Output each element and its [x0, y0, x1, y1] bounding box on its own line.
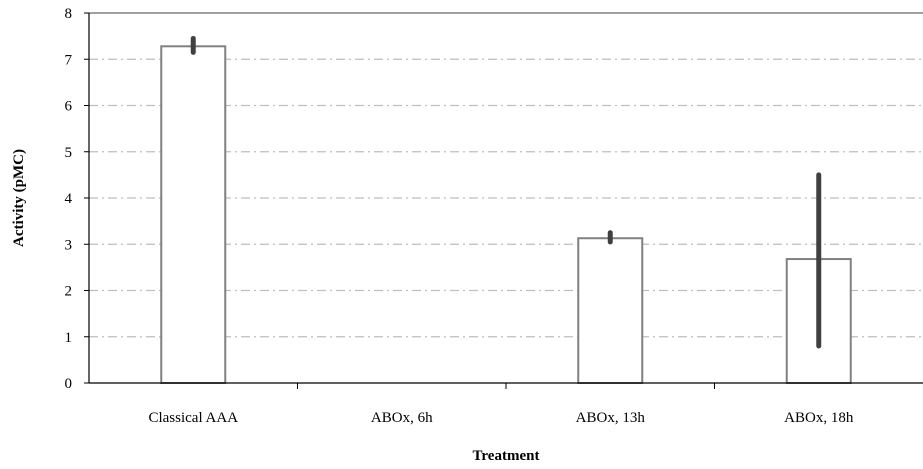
tick-labels: 0 1 2 3 4 5 6 7 8 Classical AAA ABOx, 6h ABOx, 13h A… [65, 6, 854, 426]
bars [160, 45, 852, 385]
x-tick-label-1: ABOx, 6h [371, 410, 433, 426]
y-tick-label-1: 1 [65, 330, 73, 346]
y-tick-label-5: 5 [65, 145, 73, 161]
y-tick-label-6: 6 [65, 99, 73, 115]
x-tick-label-2: ABOx, 13h [576, 410, 646, 426]
x-axis-title: Treatment [473, 448, 540, 464]
y-tick-label-7: 7 [65, 52, 73, 68]
y-axis-title: Activity (pMC) [11, 149, 27, 247]
axes [84, 12, 923, 389]
x-tick-label-3: ABOx, 18h [784, 410, 854, 426]
y-tick-label-3: 3 [65, 237, 73, 253]
y-tick-label-8: 8 [65, 6, 73, 22]
error-bars [190, 35, 822, 349]
bar-0 [160, 45, 227, 385]
bar-2 [577, 237, 644, 384]
y-tick-label-4: 4 [65, 191, 73, 207]
y-tick-label-0: 0 [65, 376, 73, 392]
y-tick-label-2: 2 [65, 284, 73, 300]
gridlines [89, 58, 923, 338]
x-tick-label-0: Classical AAA [148, 410, 238, 426]
